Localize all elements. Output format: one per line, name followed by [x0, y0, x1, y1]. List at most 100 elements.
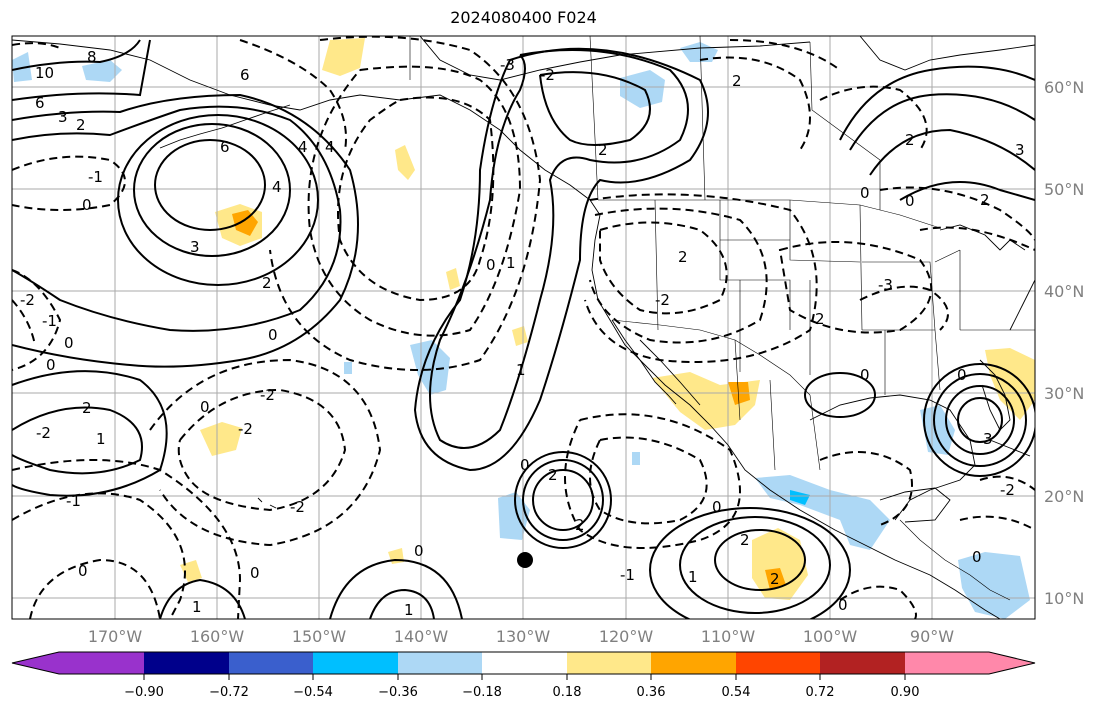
- contour-line: [589, 207, 768, 344]
- colorbar-extend-left: [12, 652, 59, 674]
- contour-line: [149, 358, 382, 547]
- contour-label: 2: [76, 116, 86, 134]
- contour-label: 2: [905, 131, 915, 149]
- contour-label: 0: [82, 196, 92, 214]
- contour-ring: [154, 139, 266, 231]
- contour-line: [12, 105, 342, 332]
- colorbar-segment: [651, 652, 736, 674]
- contour-ring: [945, 385, 1015, 455]
- contour-line: [413, 47, 709, 472]
- colorbar-label: 0.90: [891, 685, 920, 700]
- contour-line: [12, 406, 143, 475]
- contour-ring: [522, 459, 604, 541]
- contour-label: 0: [200, 398, 210, 416]
- contour-labels: 10 8 6 3 2 0 -1 6 4 3 2 0 6 4 4 -3 -2 2 …: [20, 48, 1025, 619]
- contour-label: 2: [598, 141, 608, 159]
- lon-label: 90°W: [910, 627, 954, 646]
- contour-label: 0: [905, 192, 915, 210]
- contour-ring: [133, 123, 291, 257]
- contour-label: 2: [548, 466, 558, 484]
- contour-label: -2: [238, 420, 253, 438]
- contour-line: [879, 186, 1035, 241]
- gulf-coast: [809, 394, 976, 521]
- colorbar-labels: −0.90 −0.72 −0.54 −0.36 −0.18 0.18 0.36 …: [124, 685, 919, 700]
- contour-label: 1: [688, 568, 698, 586]
- contour-line: [239, 39, 347, 151]
- lon-label: 160°W: [190, 627, 245, 646]
- contour-label: 1: [96, 430, 106, 448]
- contour-label: 1: [506, 254, 516, 272]
- contour-ring: [957, 397, 1003, 443]
- contour-line: [699, 56, 811, 151]
- shade-negative: [12, 52, 32, 82]
- colorbar-label: −0.18: [462, 685, 502, 700]
- contour-label: 2: [740, 531, 750, 549]
- contour-label: -1: [42, 312, 57, 330]
- florida: [979, 359, 1011, 431]
- contour-line: [337, 96, 495, 302]
- map-frame: [11, 35, 1036, 620]
- contour-label: 0: [838, 596, 848, 614]
- lat-label: 10°N: [1044, 589, 1084, 608]
- contour-label: 4: [325, 138, 335, 156]
- shade-positive-strong: [232, 210, 258, 236]
- contour-label: 2: [82, 399, 92, 417]
- contour-label: 0: [860, 366, 870, 384]
- colorbar-segment: [144, 652, 229, 674]
- contour-label: 2: [732, 72, 742, 90]
- contour-label: -3: [878, 276, 893, 294]
- contour-label: 1: [404, 601, 414, 619]
- colorbar-segment: [736, 652, 820, 674]
- contour-line: [12, 269, 62, 371]
- contour-ring: [649, 507, 851, 619]
- contour-line: [859, 285, 949, 331]
- contour-label: 0: [64, 334, 74, 352]
- shade-positive: [446, 268, 460, 290]
- contour-label: -1: [66, 492, 81, 510]
- colorbar-segment: [820, 652, 905, 674]
- colorbar-label: −0.72: [209, 685, 249, 700]
- colorbar-segment: [567, 652, 651, 674]
- contour-label: 3: [190, 238, 200, 256]
- map-panel: 10 8 6 3 2 0 -1 6 4 3 2 0 6 4 4 -3 -2 2 …: [12, 36, 1035, 619]
- colorbar-segment: [313, 652, 398, 674]
- contour-label: 0: [860, 184, 870, 202]
- contour-line: [819, 85, 928, 151]
- shade-positive-strong: [765, 568, 786, 590]
- lon-label: 120°W: [599, 627, 654, 646]
- contour-label: 0: [520, 456, 530, 474]
- lon-label: 100°W: [803, 627, 858, 646]
- colorbar-segment: [229, 652, 313, 674]
- colorbar-label: −0.54: [293, 685, 333, 700]
- contour-label: 0: [46, 356, 56, 374]
- contour-line: [599, 221, 728, 315]
- contour-label: 0: [250, 564, 260, 582]
- contour-label: -2: [540, 66, 555, 84]
- contour-label: -2: [290, 498, 305, 516]
- shade-positive: [512, 326, 528, 346]
- contour-label: -2: [20, 291, 35, 309]
- lon-label: 140°W: [394, 627, 449, 646]
- contour-line: [849, 93, 1035, 151]
- contour-label: 6: [220, 138, 230, 156]
- shade-negative: [632, 452, 640, 465]
- shade-positive: [200, 422, 242, 456]
- contour-line: [12, 155, 126, 211]
- contour-label: 6: [35, 94, 45, 112]
- shade-negative-mid: [790, 490, 810, 505]
- lon-label: 110°W: [701, 627, 756, 646]
- contour-label: 3: [1015, 141, 1025, 159]
- shade-positive: [752, 528, 808, 600]
- north-america-west-coast: [591, 214, 1001, 619]
- contour-line: [12, 370, 168, 497]
- lon-label: 130°W: [496, 627, 551, 646]
- contour-line: [819, 451, 913, 526]
- political-borders: [409, 36, 1035, 601]
- shade-negative: [82, 60, 122, 82]
- contour-line: [12, 39, 141, 71]
- contour-label: 1: [516, 361, 526, 379]
- colorbar-segment: [398, 652, 482, 674]
- contour-line: [959, 515, 1035, 531]
- cuba: [989, 439, 1031, 457]
